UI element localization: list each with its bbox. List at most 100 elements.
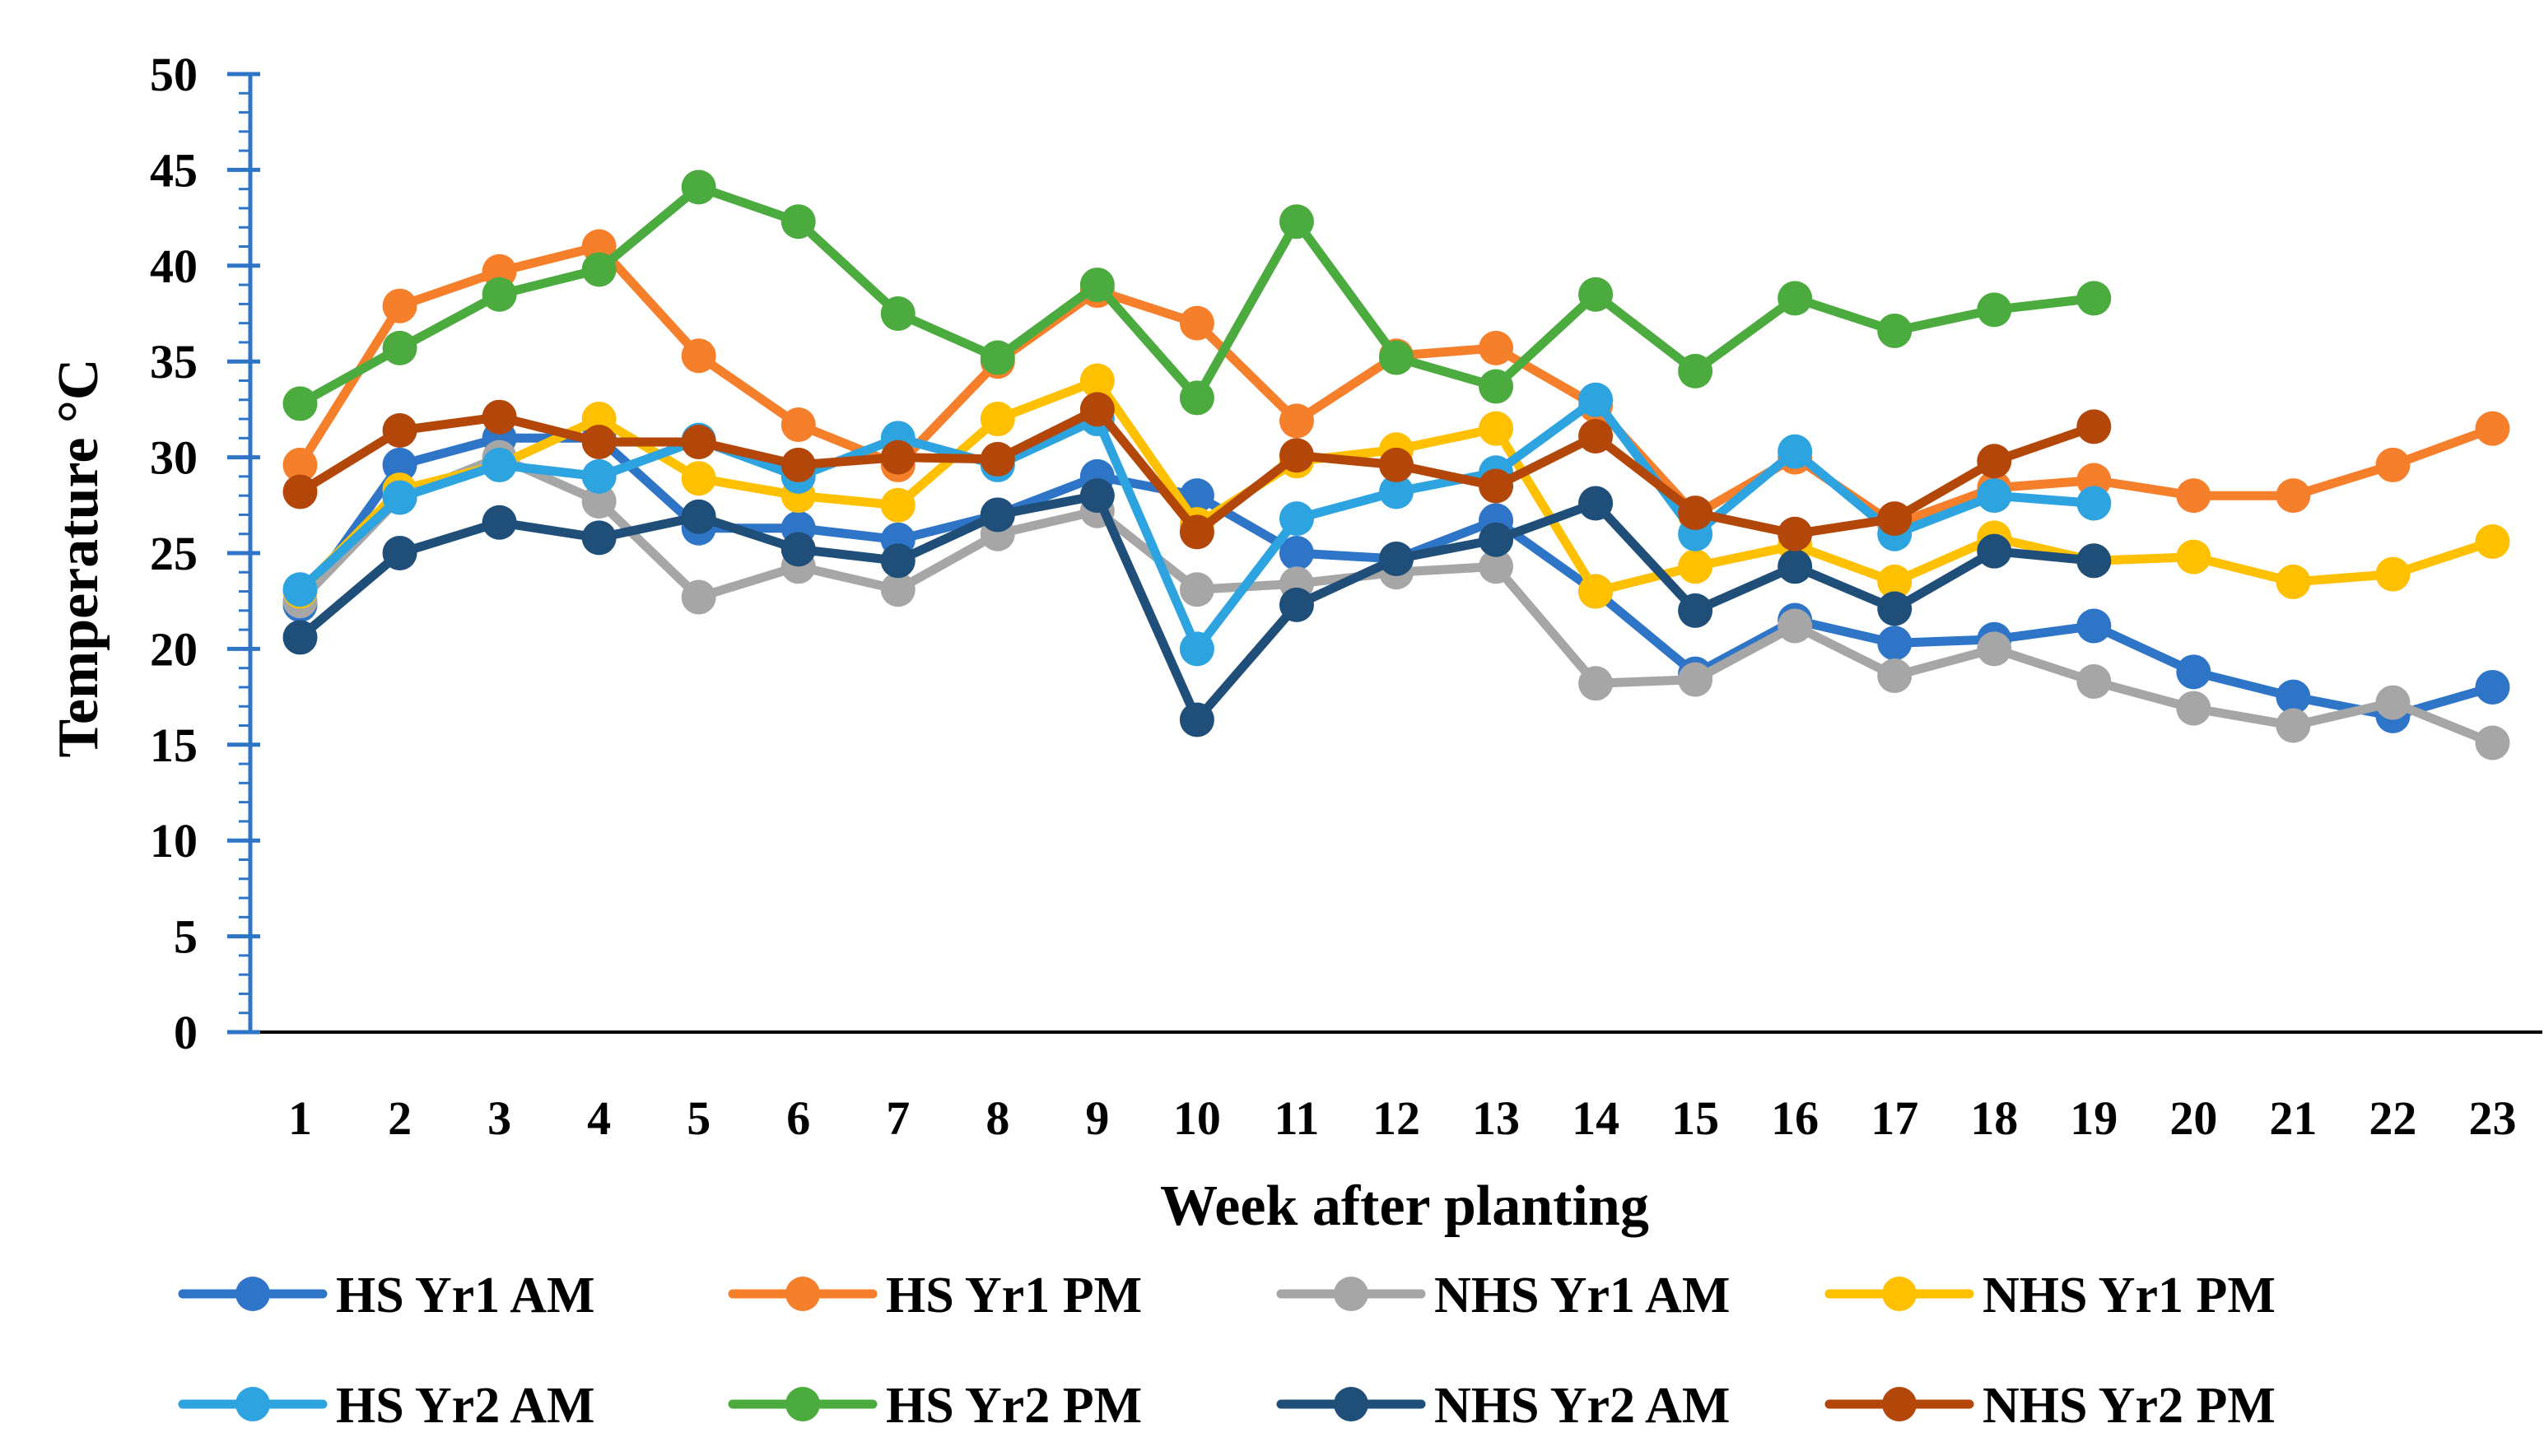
x-tick-label: 22 <box>2369 1091 2416 1145</box>
data-point <box>980 340 1015 375</box>
data-point <box>1279 536 1314 570</box>
data-point <box>1778 434 1813 469</box>
legend-swatch-marker <box>785 1387 820 1421</box>
legend-item-nhs-yr2-am: NHS Yr2 AM <box>1276 1378 1730 1434</box>
data-point <box>2276 478 2311 514</box>
data-point <box>1479 522 1514 557</box>
series-line-hs-yr2-pm <box>296 182 2099 408</box>
data-point <box>2276 564 2311 599</box>
legend-item-nhs-yr1-am: NHS Yr1 AM <box>1276 1268 1730 1323</box>
data-point <box>1877 591 1913 626</box>
x-tick-label: 2 <box>388 1091 412 1145</box>
data-point <box>780 532 816 567</box>
data-point <box>1678 593 1713 628</box>
x-tick-label: 5 <box>687 1091 711 1145</box>
legend-label: HS Yr1 PM <box>886 1268 1142 1323</box>
series-layer <box>282 170 2510 761</box>
data-point <box>1778 281 1813 316</box>
data-point <box>2475 669 2510 705</box>
series-nhs-yr2-am <box>282 478 2112 737</box>
data-point <box>1479 369 1514 404</box>
data-point <box>282 474 318 509</box>
data-point <box>1877 626 1913 661</box>
data-point <box>382 330 417 365</box>
x-tick-label: 10 <box>1173 1091 1221 1145</box>
data-point <box>880 440 916 475</box>
data-point <box>1578 277 1614 312</box>
data-point <box>1678 353 1713 388</box>
x-tick-label: 15 <box>1671 1091 1719 1145</box>
data-point <box>980 441 1015 477</box>
data-point <box>681 170 716 205</box>
data-point <box>2176 478 2211 514</box>
x-tick-label: 1 <box>288 1091 312 1145</box>
data-point <box>1279 438 1314 473</box>
x-tick-label: 19 <box>2070 1091 2118 1145</box>
x-tick-label: 6 <box>786 1091 810 1145</box>
legend-swatch-marker <box>1882 1277 1917 1311</box>
x-tick-label: 12 <box>1372 1091 1420 1145</box>
series-nhs-yr2-pm <box>282 392 2112 551</box>
data-point <box>1877 313 1913 348</box>
y-tick-label: 0 <box>174 1006 198 1059</box>
x-tick-label: 7 <box>886 1091 910 1145</box>
data-point <box>382 288 417 323</box>
x-tick-label: 3 <box>487 1091 511 1145</box>
data-point <box>1578 574 1614 609</box>
y-tick-label: 35 <box>150 335 198 388</box>
data-point <box>1877 564 1913 599</box>
y-tick-label: 15 <box>150 719 198 772</box>
legend-item-nhs-yr2-pm: NHS Yr2 PM <box>1824 1378 2276 1434</box>
legend-swatch-marker <box>235 1277 270 1311</box>
data-point <box>482 277 517 312</box>
y-tick-label: 30 <box>150 431 198 485</box>
data-point <box>382 413 417 449</box>
data-point <box>681 579 716 615</box>
x-tick-label: 14 <box>1572 1091 1619 1145</box>
data-point <box>1877 501 1913 537</box>
legend: HS Yr1 AM HS Yr1 PM NHS Yr1 AM NHS Yr1 PM HS… <box>178 1268 2276 1434</box>
data-point <box>2475 411 2510 446</box>
legend-swatch-marker <box>1334 1387 1368 1421</box>
legend-item-hs-yr1-pm: HS Yr1 PM <box>728 1268 1142 1323</box>
data-point <box>1079 363 1115 398</box>
legend-swatch-marker <box>1882 1387 1917 1421</box>
x-tick-label: 17 <box>1871 1091 1918 1145</box>
data-point <box>1279 587 1314 622</box>
data-point <box>1977 478 2012 514</box>
data-point <box>1578 486 1614 521</box>
x-tick-label: 8 <box>985 1091 1009 1145</box>
data-point <box>1977 533 2012 569</box>
y-tick-label: 40 <box>150 240 198 293</box>
legend-swatch-marker <box>1334 1277 1368 1311</box>
x-tick-label: 23 <box>2468 1091 2516 1145</box>
data-point <box>2475 524 2510 560</box>
data-point <box>681 338 716 374</box>
data-point <box>1379 340 1414 375</box>
data-point <box>581 458 617 494</box>
data-point <box>282 620 318 655</box>
legend-item-hs-yr1-am: HS Yr1 AM <box>178 1268 595 1323</box>
data-point <box>681 424 716 459</box>
x-tick-label: 13 <box>1472 1091 1520 1145</box>
data-point <box>1179 305 1214 341</box>
data-point <box>282 447 318 482</box>
data-point <box>482 447 517 482</box>
data-point <box>1977 631 2012 667</box>
data-point <box>1778 549 1813 584</box>
data-point <box>1578 382 1614 417</box>
data-point <box>2076 543 2112 579</box>
data-point <box>382 536 417 570</box>
data-point <box>1279 204 1314 240</box>
legend-label: NHS Yr2 AM <box>1434 1378 1730 1434</box>
data-point <box>2276 679 2311 714</box>
y-tick-label: 45 <box>150 143 198 197</box>
legend-label: NHS Yr1 AM <box>1434 1268 1730 1323</box>
y-tick-label: 25 <box>150 527 198 580</box>
data-point <box>2176 691 2211 726</box>
data-point <box>1279 501 1314 537</box>
data-point <box>2475 725 2510 761</box>
y-tick-label: 20 <box>150 622 198 676</box>
